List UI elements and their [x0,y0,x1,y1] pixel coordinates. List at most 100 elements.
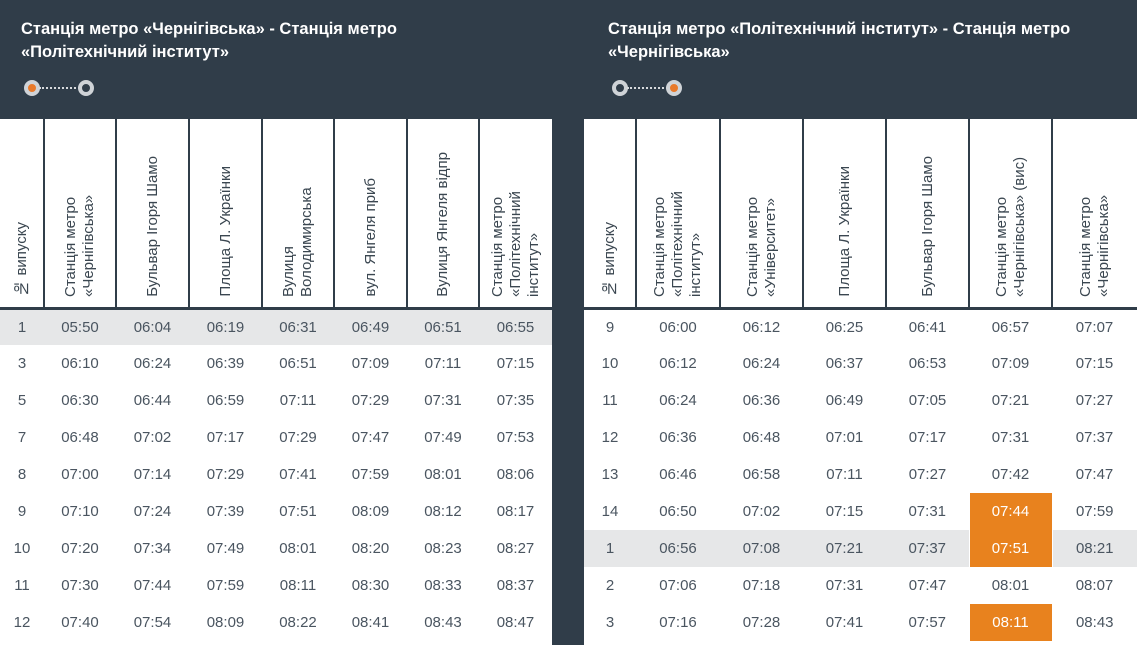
time-cell: 07:57 [908,614,947,631]
departure-number-cell: 3 [605,614,615,631]
time-cell: 06:37 [825,355,864,372]
time-cell: 06:30 [61,392,99,409]
time-cell: 07:02 [133,429,172,446]
time-cell: 07:37 [1075,429,1114,446]
time-cell: 07:07 [1075,318,1114,336]
time-cell: 08:11 [279,577,317,594]
column-header-number: № випуску [0,119,45,310]
time-cell: 07:15 [1075,355,1114,372]
route-title-line-1: Станція метро «Чернігівська» - Станція м… [21,20,397,38]
departure-number-cell: 3 [17,355,27,372]
route-title: Станція метро «Політехнічний інститут» -… [608,18,1108,64]
end-dot-icon [78,80,94,96]
column-header-stop: Станція метро «Чернігівська» (вис) [969,119,1053,310]
time-cell: 08:33 [424,577,462,594]
time-cell: 06:44 [133,392,172,409]
time-cell: 07:21 [991,392,1030,409]
departure-number-cell: 11 [14,577,30,594]
route-title: Станція метро «Чернігівська» - Станція м… [21,18,521,64]
column-header-stop: Бульвар Ігоря Шамо [886,119,970,310]
time-cell: 06:24 [133,355,172,372]
time-cell: 07:11 [826,466,863,483]
panel-header: Станція метро «Політехнічний інститут» -… [584,0,1137,119]
time-cell: 08:43 [424,614,462,631]
time-cell: 08:01 [279,540,317,557]
time-cell: 06:12 [659,355,697,372]
time-cell: 07:11 [424,355,462,372]
time-cell: 07:31 [424,392,462,409]
column-header-stop: Станція метро «Чернігівська» [1052,119,1137,310]
time-cell: 08:11 [968,604,1053,641]
time-cell: 08:01 [424,466,462,483]
column-header-stop: вул. Янгеля приб [334,119,408,310]
departure-number-cell: 8 [17,466,27,483]
time-cell: 06:10 [61,355,99,372]
column-header-label: Вулиця Янгеля відпр [434,151,451,297]
time-cell: 06:19 [189,308,262,345]
column-header-stop: Вулиця Янгеля відпр [407,119,480,310]
time-cell: 07:41 [279,466,317,483]
time-cell: 08:09 [206,614,245,631]
table-header-row: № випуску Станція метро «Політехнічний ін… [584,119,1137,310]
table-row: 9 07:10 07:24 07:39 07:51 08:09 08:12 08:17 [0,493,552,530]
time-cell: 06:24 [742,355,781,372]
departure-number-cell: 12 [601,429,619,446]
departure-number-cell: 11 [602,392,618,409]
time-cell: 06:31 [262,308,334,345]
departure-number-cell: 1 [584,530,636,567]
time-cell: 07:59 [206,577,245,594]
departure-number-cell: 10 [13,540,31,557]
time-cell: 07:51 [968,530,1053,567]
column-header-number: № випуску [584,119,637,310]
column-header-label: Станція метро «Чернігівська» [1077,194,1112,297]
time-cell: 07:40 [61,614,99,631]
time-cell: 07:17 [206,429,245,446]
time-cell: 06:12 [742,318,781,336]
column-header-stop: Площа Л. Українки [189,119,263,310]
table-row: 3 06:10 06:24 06:39 06:51 07:09 07:11 07:15 [0,345,552,382]
column-header-label: Бульвар Ігоря Шамо [918,155,936,297]
time-cell: 06:59 [206,392,245,409]
table-row: 10 07:20 07:34 07:49 08:01 08:20 08:23 08:27 [0,530,552,567]
column-header-stop: Станція метро «Політехнічний інститут» [479,119,552,310]
table-row: 11 06:24 06:36 06:49 07:05 07:21 07:27 [584,382,1137,419]
time-cell: 07:20 [61,540,99,557]
table-row: 11 07:30 07:44 07:59 08:11 08:30 08:33 08:37 [0,567,552,604]
route-title-line-2: «Чернігівська» [608,43,730,61]
dotted-line-icon [39,87,87,89]
time-cell: 07:31 [908,503,947,520]
time-cell: 07:53 [496,429,535,446]
time-cell: 06:50 [659,503,697,520]
time-cell: 07:05 [908,392,947,409]
time-cell: 07:31 [825,577,864,594]
time-cell: 06:48 [742,429,781,446]
column-header-stop: Вулиця Володимирська [262,119,335,310]
time-cell: 07:37 [886,530,969,567]
column-header-stop: Станція метро «Університет» [720,119,804,310]
time-cell: 08:27 [496,540,535,557]
time-cell: 06:51 [407,308,479,345]
departure-number-cell: 9 [605,318,615,336]
time-cell: 07:17 [908,429,947,446]
time-cell: 07:59 [1075,503,1114,520]
table-row: 12 07:40 07:54 08:09 08:22 08:41 08:43 08:47 [0,604,552,641]
column-header-label: Площа Л. Українки [216,165,234,297]
time-cell: 08:06 [496,466,535,483]
time-cell: 08:21 [1052,530,1137,567]
time-cell: 07:11 [279,392,317,409]
table-row: 9 06:00 06:12 06:25 06:41 06:57 07:07 [584,308,1137,345]
time-cell: 08:20 [351,540,390,557]
schedule-panel-right: Станція метро «Політехнічний інститут» -… [584,0,1137,645]
time-cell: 07:00 [61,466,99,483]
schedule-panel-left: Станція метро «Чернігівська» - Станція м… [0,0,552,645]
time-cell: 06:39 [206,355,245,372]
time-cell: 07:18 [742,577,781,594]
panel-header: Станція метро «Чернігівська» - Станція м… [0,0,552,119]
time-cell: 07:09 [991,355,1030,372]
time-cell: 07:49 [424,429,462,446]
column-header-label: Станція метро «Чернігівська» (вис) [992,156,1028,297]
time-cell: 07:21 [803,530,886,567]
column-header-label: вул. Янгеля приб [361,178,379,297]
time-cell: 06:58 [742,466,781,483]
time-cell: 07:27 [1075,392,1114,409]
